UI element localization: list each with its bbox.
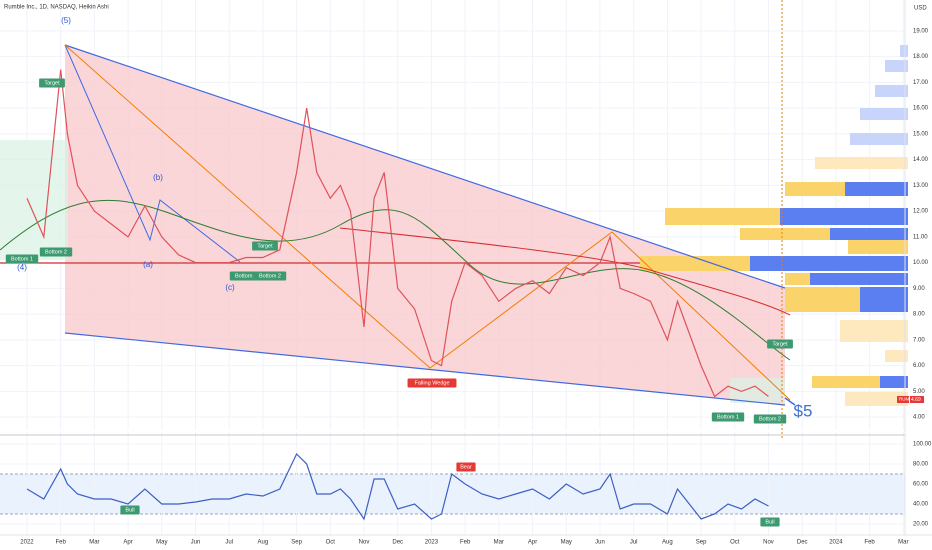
y-tick-label: 9.00: [913, 286, 925, 292]
price-line: [26, 452, 769, 521]
x-tick-label: May: [156, 540, 167, 546]
trendline: [64, 44, 786, 289]
y-tick-label: 20.00: [913, 522, 929, 528]
drawings: [0, 0, 932, 536]
annotation: Bottom 1: [11, 256, 33, 262]
annotation-box: [39, 247, 73, 257]
x-tick-label: Oct: [730, 540, 740, 546]
annotation-box: [711, 412, 745, 422]
x-tick-label: Jun: [595, 540, 605, 546]
annotation: (5): [61, 16, 71, 25]
y-tick-label: 7.00: [913, 337, 925, 343]
marks: 4.00 5.00 6.00 7.00 8.00 9.00 10.00 11.00 12.00 1…: [5, 16, 932, 546]
x-tick-label: Jul: [225, 540, 233, 546]
y-tick-label: 14.00: [913, 157, 929, 163]
annotation: Bottom 1: [717, 414, 739, 420]
annotation: (b): [153, 173, 163, 182]
y-tick-label: 10.00: [913, 260, 929, 266]
y-tick-label: 8.00: [913, 312, 925, 318]
zigzag: [64, 44, 791, 401]
x-tick-label: May: [561, 540, 572, 546]
x-tick-label: Nov: [359, 540, 370, 546]
x-tick-label: Oct: [326, 540, 336, 546]
annotation: Bear: [460, 464, 472, 470]
y-tick-label: 16.00: [913, 106, 929, 112]
annotation-box: [456, 462, 476, 472]
annotation-box: [753, 414, 787, 424]
x-tick-label: 2022: [20, 540, 34, 546]
volume-profile: [640, 45, 908, 406]
annotation-box: [39, 78, 65, 88]
annotation: Bottom 2: [45, 249, 67, 255]
annotation-box: [252, 241, 278, 251]
x-tick-label: Sep: [291, 540, 302, 546]
annotation-box: [767, 339, 793, 349]
y-tick-label: 6.00: [913, 363, 925, 369]
y-tick-label: 5.00: [913, 389, 925, 395]
x-tick-label: Dec: [797, 540, 808, 546]
x-tick-label: Sep: [696, 540, 707, 546]
y-tick-label: 11.00: [913, 234, 928, 240]
annotation-box: [760, 517, 780, 527]
annotation: Target: [44, 80, 60, 86]
x-tick-label: Feb: [55, 540, 66, 546]
y-tick-label: 19.00: [913, 28, 929, 34]
annotation: (a): [143, 260, 153, 269]
chart-title: Rumble Inc., 1D, NASDAQ, Heikin Ashi: [4, 5, 109, 11]
x-tick-label: Apr: [123, 540, 132, 546]
x-tick-label: Jul: [630, 540, 638, 546]
annotation: Bull: [765, 519, 774, 525]
y-tick-label: 80.00: [913, 462, 929, 468]
y-tick-label: 18.00: [913, 54, 929, 60]
x-tick-label: Mar: [89, 540, 99, 546]
last-price: RUM 4.69: [897, 396, 924, 403]
x-tick-label: Aug: [258, 540, 269, 546]
annotation: Bottom 2: [259, 273, 281, 279]
annotation: Target: [257, 243, 273, 249]
y-tick-label: 100.00: [913, 442, 932, 448]
annotation: Target: [772, 341, 788, 347]
annotation-box: [407, 378, 457, 388]
annotation: Bottom 2: [759, 416, 781, 422]
x-tick-label: Feb: [864, 540, 875, 546]
annotation: (4): [17, 263, 27, 272]
moving-average: [339, 227, 791, 316]
y-tick-label: 4.00: [913, 415, 925, 421]
currency: USD: [914, 6, 927, 12]
last-price-symbol: RUM: [899, 397, 909, 402]
y-tick-label: 17.00: [913, 80, 929, 86]
x-tick-label: Feb: [460, 540, 471, 546]
y-tick-label: 40.00: [913, 502, 929, 508]
annotation-box: [253, 271, 287, 281]
zone: [0, 140, 68, 260]
arrow: [784, 397, 796, 406]
wave-line: [64, 44, 241, 263]
last-price-label: 4.69: [911, 397, 921, 403]
x-tick-label: Mar: [898, 540, 908, 546]
price-line: [26, 69, 769, 398]
y-tick-label: 60.00: [913, 482, 929, 488]
x-tick-label: Mar: [494, 540, 504, 546]
annotation-box: [5, 254, 39, 264]
y-tick-label: 13.00: [913, 183, 929, 189]
annotation: Bottom 1: [235, 273, 257, 279]
annotation-box: [120, 505, 140, 515]
x-tick-label: 2024: [829, 540, 843, 546]
x-tick-label: Dec: [392, 540, 403, 546]
x-tick-label: Aug: [662, 540, 673, 546]
x-tick-label: Nov: [763, 540, 774, 546]
y-tick-label: 15.00: [913, 131, 929, 137]
annotation: $5: [794, 401, 813, 420]
x-tick-label: 2023: [425, 540, 439, 546]
x-tick-label: Apr: [528, 540, 537, 546]
annotation: (c): [225, 283, 235, 292]
y-tick-label: 12.00: [913, 209, 929, 215]
annotation: Bull: [125, 507, 134, 513]
annotation: Falling Wedge: [414, 380, 449, 386]
trendline: [64, 332, 786, 406]
moving-average: [0, 199, 791, 361]
x-tick-label: Jun: [191, 540, 201, 546]
